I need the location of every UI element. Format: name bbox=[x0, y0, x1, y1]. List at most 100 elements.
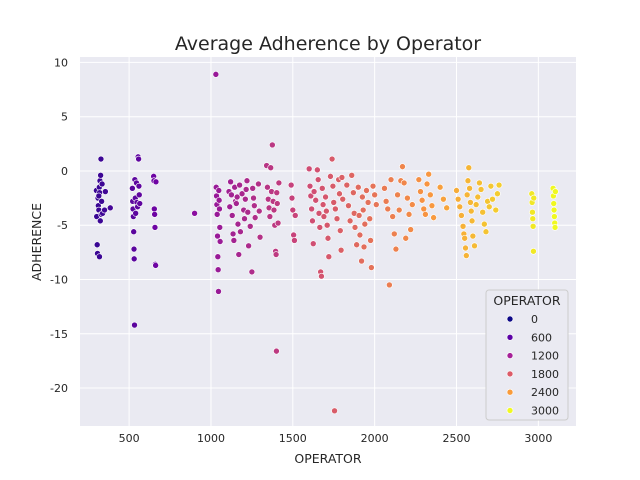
data-point bbox=[423, 180, 431, 188]
data-point bbox=[530, 194, 538, 202]
data-point bbox=[310, 188, 318, 195]
data-point bbox=[256, 233, 264, 241]
data-point bbox=[244, 208, 252, 216]
data-point bbox=[135, 182, 143, 190]
data-point bbox=[242, 195, 249, 203]
data-point bbox=[274, 219, 282, 227]
data-point bbox=[474, 193, 482, 201]
data-point bbox=[95, 192, 103, 200]
data-point bbox=[246, 223, 254, 230]
chart-title: Average Adherence by Operator bbox=[175, 33, 481, 55]
x-tick-label: 1000 bbox=[197, 432, 225, 445]
data-point bbox=[550, 200, 558, 207]
data-point bbox=[248, 268, 256, 276]
data-point bbox=[273, 347, 280, 355]
data-point bbox=[235, 251, 243, 258]
data-point bbox=[213, 211, 221, 218]
data-point bbox=[361, 220, 369, 228]
data-point bbox=[135, 155, 142, 163]
data-points bbox=[93, 71, 559, 415]
data-point bbox=[318, 185, 326, 192]
data-point bbox=[214, 232, 221, 240]
data-point bbox=[250, 194, 257, 202]
data-point bbox=[212, 71, 220, 78]
data-point bbox=[371, 191, 378, 199]
data-point bbox=[489, 195, 496, 203]
data-point bbox=[136, 200, 144, 207]
data-point bbox=[330, 199, 338, 206]
data-point bbox=[400, 179, 408, 187]
data-point bbox=[233, 193, 241, 201]
data-point bbox=[436, 183, 444, 191]
data-point bbox=[98, 180, 106, 188]
data-point bbox=[530, 247, 537, 255]
data-point bbox=[464, 177, 472, 185]
data-point bbox=[372, 201, 380, 208]
data-point bbox=[214, 266, 222, 274]
legend-label: 600 bbox=[531, 331, 552, 344]
data-point bbox=[345, 202, 352, 209]
data-point bbox=[472, 201, 480, 208]
data-point bbox=[227, 178, 234, 186]
data-point bbox=[360, 243, 368, 251]
data-point bbox=[351, 224, 359, 231]
data-point bbox=[369, 182, 377, 190]
data-point bbox=[273, 200, 281, 207]
data-point bbox=[463, 252, 470, 259]
data-point bbox=[291, 237, 298, 244]
legend-label: 2400 bbox=[531, 386, 559, 399]
data-point bbox=[308, 205, 315, 213]
data-point bbox=[269, 141, 276, 149]
data-point bbox=[343, 181, 351, 189]
data-point bbox=[395, 206, 403, 214]
data-point bbox=[479, 208, 486, 216]
data-point bbox=[366, 215, 374, 223]
y-tick-label: -10 bbox=[50, 273, 68, 286]
data-point bbox=[324, 234, 332, 242]
data-point bbox=[427, 191, 434, 199]
data-point bbox=[305, 165, 313, 173]
data-point bbox=[312, 196, 320, 204]
data-point bbox=[216, 205, 223, 213]
data-point bbox=[458, 212, 465, 219]
data-point bbox=[228, 212, 236, 219]
x-tick-label: 2500 bbox=[443, 432, 471, 445]
data-point bbox=[387, 176, 395, 183]
data-point bbox=[337, 246, 345, 254]
data-point bbox=[389, 213, 396, 220]
data-point bbox=[152, 178, 160, 186]
data-point bbox=[152, 262, 159, 269]
data-point bbox=[394, 191, 401, 199]
data-point bbox=[336, 190, 343, 198]
x-tick-label: 2000 bbox=[361, 432, 389, 445]
legend-marker bbox=[506, 333, 514, 341]
data-point bbox=[230, 237, 238, 244]
data-point bbox=[251, 214, 259, 221]
data-point bbox=[98, 198, 105, 205]
data-point bbox=[492, 206, 500, 214]
data-point bbox=[216, 224, 224, 231]
data-point bbox=[487, 182, 495, 190]
data-point bbox=[151, 224, 159, 231]
data-point bbox=[386, 281, 393, 289]
data-point bbox=[101, 206, 108, 214]
data-point bbox=[267, 164, 275, 171]
data-point bbox=[270, 206, 278, 214]
x-tick-label: 3000 bbox=[524, 432, 552, 445]
legend-title: OPERATOR bbox=[493, 293, 561, 308]
data-point bbox=[382, 198, 390, 205]
data-point bbox=[309, 240, 317, 247]
data-point bbox=[314, 176, 322, 183]
data-point bbox=[367, 237, 374, 244]
data-point bbox=[96, 217, 104, 225]
data-point bbox=[454, 195, 462, 203]
data-point bbox=[453, 187, 460, 194]
data-point bbox=[529, 208, 536, 216]
legend-entries: 0 600 1200 1800 2400 3000 bbox=[506, 313, 559, 418]
data-point bbox=[151, 211, 158, 218]
data-point bbox=[242, 186, 250, 193]
data-point bbox=[251, 202, 258, 209]
data-point bbox=[216, 238, 224, 245]
data-point bbox=[272, 251, 280, 258]
data-point bbox=[359, 193, 366, 201]
